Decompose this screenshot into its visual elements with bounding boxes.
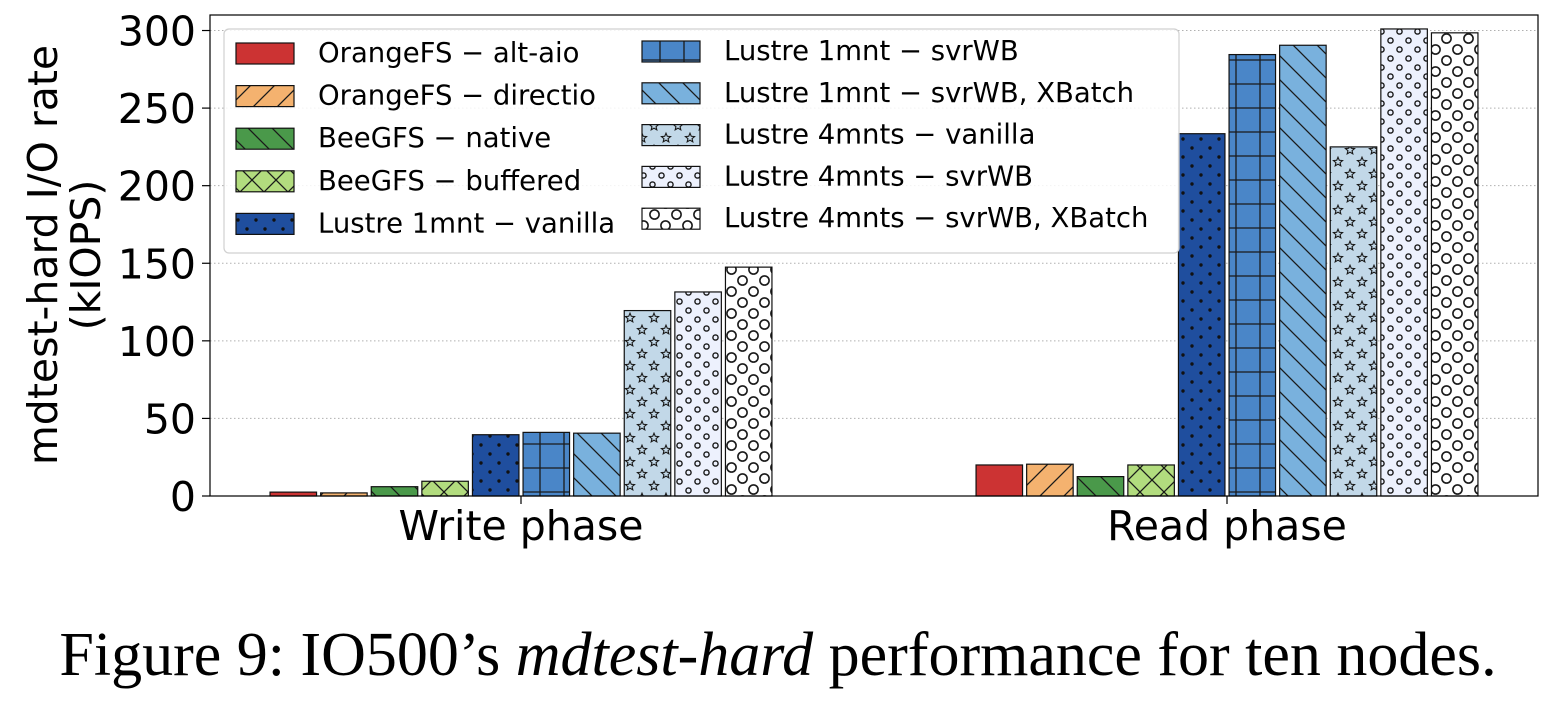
bar-read-phase-lustre-1mnt-svrwb <box>1228 53 1277 497</box>
legend-label-lustre-4mnts-svrwb: Lustre 4mnts − svrWB <box>724 160 1033 192</box>
y-tick-label-0: 0 <box>170 473 196 521</box>
y-tick-label-250: 250 <box>118 85 196 133</box>
legend: OrangeFS − alt-aio OrangeFS − directio Bee… <box>223 28 1180 254</box>
legend-item-lustre-4mnts-svrwb-xbatch: Lustre 4mnts − svrWB, XBatch <box>641 202 1148 234</box>
bar-read-phase-lustre-1mnt-svrwb-xbatch <box>1279 44 1327 497</box>
y-tick-label-150: 150 <box>118 240 196 288</box>
bar-read-phase-lustre-4mnts-svrwb <box>1380 28 1428 497</box>
legend-item-lustre-4mnts-vanilla: Lustre 4mnts − vanilla <box>641 119 1035 151</box>
legend-item-orangefs-alt-aio: OrangeFS − alt-aio <box>235 37 579 69</box>
x-axis-ticks: Write phase Read phase <box>399 496 1347 550</box>
legend-item-lustre-1mnt-svrwb: Lustre 1mnt − svrWB <box>641 35 1019 67</box>
legend-swatch-beegfs-native <box>235 127 295 150</box>
legend-swatch-beegfs-buffered <box>235 170 295 193</box>
legend-swatch-lustre-1mnt-svrwb <box>641 40 701 63</box>
bar-read-phase-beegfs-native <box>1076 476 1125 497</box>
y-axis-ticks: 0 50 100 150 200 250 300 <box>118 8 210 521</box>
bar-read-phase-orangefs-alt-aio <box>975 464 1024 497</box>
legend-label-lustre-1mnt-vanilla: Lustre 1mnt − vanilla <box>318 207 615 239</box>
legend-swatch-lustre-4mnts-svrwb <box>641 165 701 188</box>
y-axis-label: mdtest-hard I/O rate(kIOPS) <box>19 45 110 465</box>
legend-item-lustre-1mnt-vanilla: Lustre 1mnt − vanilla <box>235 207 615 239</box>
bar-read-phase-lustre-1mnt-vanilla <box>1177 133 1226 497</box>
legend-item-orangefs-directio: OrangeFS − directio <box>235 80 596 112</box>
legend-label-lustre-4mnts-svrwb-xbatch: Lustre 4mnts − svrWB, XBatch <box>724 202 1148 234</box>
y-tick-label-100: 100 <box>118 318 196 366</box>
legend-label-lustre-1mnt-svrwb: Lustre 1mnt − svrWB <box>724 35 1019 67</box>
y-axis-label-line-2: (kIOPS) <box>62 180 110 331</box>
bar-read-phase-beegfs-buffered <box>1127 464 1175 497</box>
y-tick-label-50: 50 <box>144 395 196 443</box>
bar-write-phase-lustre-4mnts-svrwb-xbatch <box>724 266 773 497</box>
bar-read-phase-lustre-4mnts-vanilla <box>1329 146 1378 497</box>
legend-label-orangefs-directio: OrangeFS − directio <box>318 80 596 112</box>
bar-write-phase-lustre-1mnt-svrwb-xbatch <box>573 432 621 497</box>
legend-item-beegfs-buffered: BeeGFS − buffered <box>235 165 581 197</box>
legend-swatch-lustre-1mnt-svrwb-xbatch <box>641 82 701 105</box>
bar-write-phase-lustre-1mnt-svrwb <box>522 431 571 497</box>
x-tick-label-read-phase: Read phase <box>1107 502 1347 550</box>
legend-label-lustre-1mnt-svrwb-xbatch: Lustre 1mnt − svrWB, XBatch <box>724 77 1134 109</box>
legend-label-beegfs-buffered: BeeGFS − buffered <box>318 165 581 197</box>
legend-label-lustre-4mnts-vanilla: Lustre 4mnts − vanilla <box>724 119 1035 151</box>
legend-swatch-orangefs-alt-aio <box>235 42 295 65</box>
bar-read-phase-lustre-4mnts-svrwb-xbatch <box>1430 32 1479 497</box>
legend-item-lustre-1mnt-svrwb-xbatch: Lustre 1mnt − svrWB, XBatch <box>641 77 1134 109</box>
figure-caption: Figure 9: IO500’s mdtest-hard performanc… <box>0 620 1556 691</box>
bar-write-phase-lustre-1mnt-vanilla <box>471 434 520 497</box>
bar-write-phase-beegfs-native <box>370 486 419 497</box>
caption-prefix: Figure 9: IO500’s <box>59 621 516 689</box>
bar-write-phase-lustre-4mnts-vanilla <box>623 309 672 497</box>
plot-frame <box>209 14 1539 497</box>
bar-write-phase-lustre-4mnts-svrwb <box>674 291 722 497</box>
bar-group-write-phase <box>269 266 773 497</box>
caption-suffix: performance for ten nodes. <box>813 621 1497 689</box>
legend-box <box>223 28 1180 254</box>
bars <box>269 28 1479 497</box>
legend-item-beegfs-native: BeeGFS − native <box>235 122 551 154</box>
legend-swatch-orangefs-directio <box>235 84 295 108</box>
legend-label-orangefs-alt-aio: OrangeFS − alt-aio <box>318 37 579 69</box>
bar-chart: 0 50 100 150 200 250 300 Write phase Read phase… <box>19 8 1539 550</box>
bar-group-read-phase <box>975 28 1479 497</box>
bar-write-phase-beegfs-buffered <box>421 480 469 497</box>
legend-swatch-lustre-4mnts-svrwb-xbatch <box>641 207 701 230</box>
y-tick-label-300: 300 <box>118 8 196 56</box>
legend-item-lustre-4mnts-svrwb: Lustre 4mnts − svrWB <box>641 160 1033 192</box>
bar-read-phase-orangefs-directio <box>1026 463 1074 497</box>
x-tick-label-write-phase: Write phase <box>399 502 644 550</box>
y-tick-label-200: 200 <box>118 163 196 211</box>
caption-emphasis: mdtest-hard <box>515 621 814 689</box>
y-axis-label-line-1: mdtest-hard I/O rate <box>19 45 67 465</box>
legend-label-beegfs-native: BeeGFS − native <box>318 122 551 154</box>
legend-swatch-lustre-4mnts-vanilla <box>641 123 701 147</box>
legend-swatch-lustre-1mnt-vanilla <box>235 212 295 235</box>
